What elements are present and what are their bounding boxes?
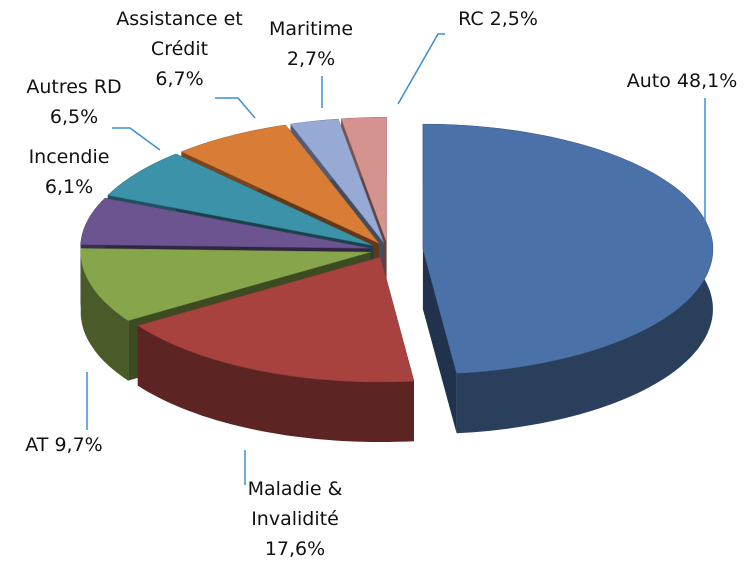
value-label: 2,7% <box>286 48 336 70</box>
value-label: 6,1% <box>44 176 94 198</box>
pie-slice <box>137 256 415 383</box>
value-label: 9,7% <box>54 434 103 456</box>
value-label: 48,1% <box>676 70 738 92</box>
value-label: 17,6% <box>264 538 326 560</box>
label: AT 9,7% <box>8 430 120 460</box>
value-label: 2,5% <box>489 8 538 30</box>
value-label: 6,7% <box>155 68 204 90</box>
value-label: 6,5% <box>49 106 99 128</box>
label: Incendie 6,1% <box>14 142 124 202</box>
label: Maladie & Invalidité 17,6% <box>230 474 360 564</box>
pie-slice <box>422 123 714 374</box>
pie-slice <box>290 118 384 243</box>
category-label: Autres RD <box>26 76 122 98</box>
label: Autres RD 6,5% <box>14 72 134 132</box>
slice-outer-side <box>80 248 129 381</box>
category-label: Assistance et Crédit <box>116 8 243 60</box>
category-label: Incendie <box>28 146 110 168</box>
slice-radial-side <box>422 249 457 434</box>
label: Auto 48,1% <box>612 66 751 96</box>
category-label: RC <box>458 8 484 30</box>
pie-slice <box>180 124 379 244</box>
category-label: Maladie & Invalidité <box>247 478 343 530</box>
pie-slice <box>107 153 374 246</box>
label: Assistance et Crédit 6,7% <box>112 4 247 94</box>
leader-line <box>215 97 256 119</box>
pie-tops <box>80 117 714 383</box>
category-label: AT <box>25 434 49 456</box>
pie-slice <box>340 117 387 243</box>
label: Maritime 2,7% <box>252 14 370 74</box>
pie-slice <box>80 197 371 249</box>
label: RC 2,5% <box>438 4 558 34</box>
category-label: Auto <box>626 70 671 92</box>
leader-line <box>397 33 445 105</box>
category-label: Maritime <box>268 18 354 40</box>
leader-line <box>112 127 161 151</box>
slice-outer-side <box>137 325 415 442</box>
pie-slice <box>80 248 371 321</box>
